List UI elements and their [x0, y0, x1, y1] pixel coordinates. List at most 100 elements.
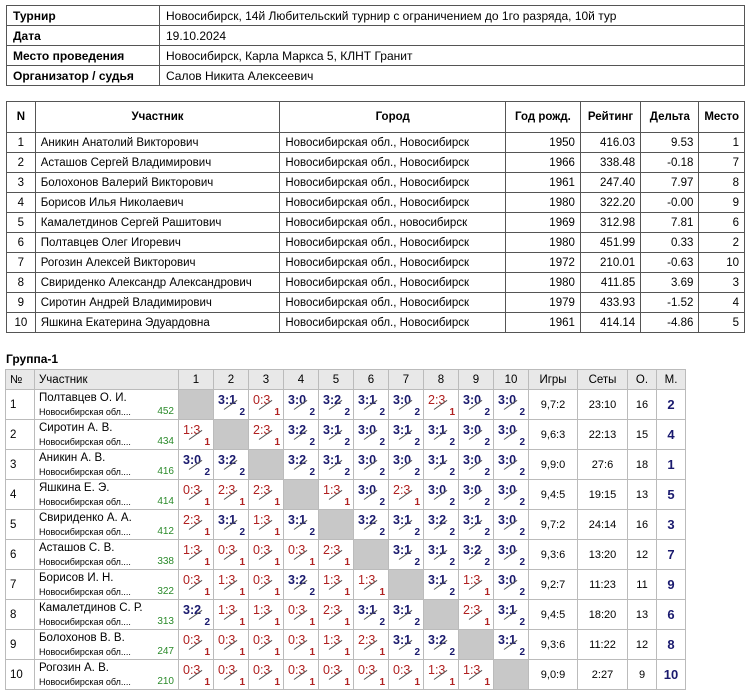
match-score: 0:3	[323, 663, 341, 677]
match-cell: 2:3 1	[458, 599, 494, 630]
match-points: 2	[239, 467, 245, 478]
participants-header-cell: Рейтинг	[579, 101, 642, 133]
participant-cell: Аникин Анатолий Викторович	[34, 132, 281, 153]
match-points: 2	[344, 467, 350, 478]
match-score: 0:3	[288, 543, 306, 557]
participant-cell: 322.20	[579, 192, 642, 213]
grid-header-place: М.	[656, 369, 686, 390]
group-row-place: 6	[656, 599, 686, 630]
group-row-num: 10	[5, 659, 35, 690]
match-score: 1:3	[463, 573, 481, 587]
participant-cell: 1	[6, 132, 36, 153]
group-row-points: 15	[627, 419, 657, 450]
participant-city: Новосибирская обл....	[39, 677, 131, 687]
match-cell: 2:3 1	[353, 629, 389, 660]
participant-cell: 414.14	[579, 312, 642, 333]
participant-cell: 10	[698, 252, 745, 273]
group-header-row: № Участник 1 2 3 4 5 6 7 8 9 10 Игры Сеты О. М.	[5, 369, 686, 390]
match-points: 1	[204, 557, 210, 568]
grid-header-points: О.	[627, 369, 657, 390]
match-points: 1	[379, 647, 385, 658]
participant-name: Аникин А. В.	[39, 452, 106, 464]
participant-cell: 7	[698, 152, 745, 173]
group-row-points: 12	[627, 539, 657, 570]
match-cell: 0:3 1	[248, 389, 284, 420]
match-cell: 3:2 2	[283, 569, 319, 600]
participant-cell: 2	[698, 232, 745, 253]
participant-cell: 9	[698, 192, 745, 213]
participant-cell: 4	[6, 192, 36, 213]
match-score: 1:3	[218, 573, 236, 587]
match-cell: 0:3 1	[283, 539, 319, 570]
participant-rating: 412	[157, 526, 174, 537]
match-score: 3:1	[498, 633, 517, 647]
match-cell: 3:0 2	[353, 479, 389, 510]
group-row-sets: 2:27	[577, 659, 628, 690]
group-row-sets: 23:10	[577, 389, 628, 420]
participant-cell: Новосибирская обл., Новосибирск	[279, 312, 507, 333]
tournament-info-table: Турнир Новосибирск, 14й Любительский турн…	[6, 5, 745, 86]
grid-header-num: №	[5, 369, 35, 390]
group-row-place: 9	[656, 569, 686, 600]
match-points: 1	[344, 497, 350, 508]
match-score: 0:3	[358, 663, 376, 677]
info-value: 19.10.2024	[159, 25, 745, 46]
match-points: 2	[414, 647, 420, 658]
match-cell: 3:0 2	[458, 419, 494, 450]
participant-cell: 5	[698, 312, 745, 333]
group-row: 5 Свириденко А. А. Новосибирская обл.... 41…	[5, 509, 686, 540]
match-cell: 3:1 2	[353, 389, 389, 420]
participant-city: Новосибирская обл....	[39, 437, 131, 447]
match-cell: 3:0 2	[458, 479, 494, 510]
match-points: 2	[239, 527, 245, 538]
diagonal-cell	[388, 569, 424, 600]
match-score: 2:3	[183, 513, 201, 527]
group-row-place: 10	[656, 659, 686, 690]
match-points: 1	[204, 587, 210, 598]
match-points: 1	[449, 677, 455, 688]
grid-header-col: 5	[318, 369, 354, 390]
match-points: 1	[204, 527, 210, 538]
participant-cell: 433.93	[579, 292, 642, 313]
grid-header-col: 2	[213, 369, 249, 390]
participant-city: Новосибирская обл....	[39, 587, 131, 597]
diagonal-cell	[318, 509, 354, 540]
match-score: 3:1	[428, 423, 447, 437]
match-points: 2	[484, 467, 490, 478]
match-cell: 3:1 2	[458, 509, 494, 540]
match-score: 3:0	[498, 453, 517, 467]
match-score: 3:1	[323, 423, 342, 437]
grid-header-col: 8	[423, 369, 459, 390]
group-row-sets: 24:14	[577, 509, 628, 540]
participants-header-cell: N	[6, 101, 36, 133]
match-cell: 3:1 2	[388, 419, 424, 450]
match-score: 3:1	[428, 453, 447, 467]
match-points: 2	[379, 437, 385, 448]
match-points: 1	[204, 497, 210, 508]
match-cell: 3:1 2	[493, 629, 529, 660]
match-cell: 3:0 2	[493, 539, 529, 570]
participant-cell: 0.33	[640, 232, 700, 253]
participant-rating: 416	[157, 466, 174, 477]
match-cell: 3:1 2	[318, 419, 354, 450]
participant-cell: Новосибирская обл., Новосибирск	[279, 292, 507, 313]
group-row: 3 Аникин А. В. Новосибирская обл.... 416 3:0…	[5, 449, 686, 480]
match-cell: 2:3 1	[318, 599, 354, 630]
match-cell: 3:2 2	[178, 599, 214, 630]
match-points: 1	[274, 497, 280, 508]
match-cell: 3:2 2	[283, 419, 319, 450]
participant-name: Полтавцев О. И.	[39, 392, 127, 404]
match-cell: 0:3 1	[178, 569, 214, 600]
match-score: 3:1	[463, 513, 482, 527]
participant-cell: Новосибирская обл., новосибирск	[279, 212, 507, 233]
group-row-place: 7	[656, 539, 686, 570]
match-points: 1	[204, 647, 210, 658]
match-score: 3:1	[393, 513, 412, 527]
participant-cell: 3.69	[640, 272, 700, 293]
group-row-num: 9	[5, 629, 35, 660]
participant-name: Асташов С. В.	[39, 542, 115, 554]
participant-cell: -0.63	[640, 252, 700, 273]
group-row-place: 8	[656, 629, 686, 660]
participant-cell: Новосибирская обл., Новосибирск	[279, 232, 507, 253]
group-row-place: 1	[656, 449, 686, 480]
